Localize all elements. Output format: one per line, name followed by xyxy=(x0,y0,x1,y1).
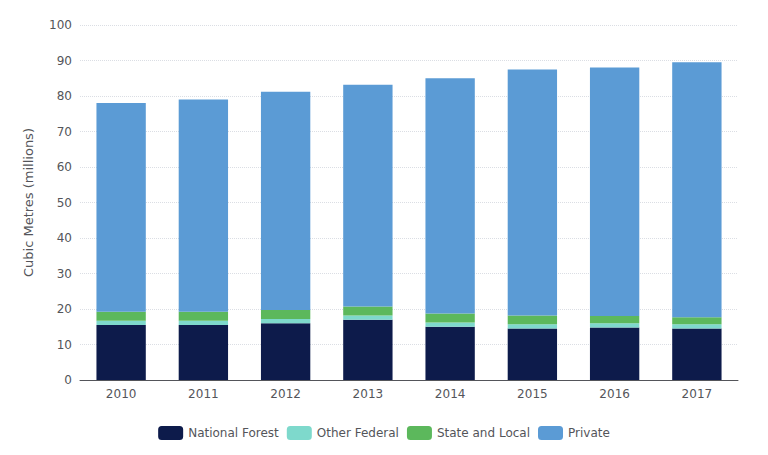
svg-text:10: 10 xyxy=(57,338,72,352)
svg-text:National Forest: National Forest xyxy=(188,426,279,440)
svg-text:60: 60 xyxy=(57,160,72,174)
svg-text:100: 100 xyxy=(49,18,72,32)
svg-text:50: 50 xyxy=(57,196,72,210)
svg-text:2014: 2014 xyxy=(435,387,466,401)
svg-text:2010: 2010 xyxy=(106,387,137,401)
svg-text:2016: 2016 xyxy=(599,387,630,401)
svg-text:Private: Private xyxy=(568,426,610,440)
svg-text:2017: 2017 xyxy=(682,387,713,401)
svg-text:30: 30 xyxy=(57,267,72,281)
svg-text:20: 20 xyxy=(57,302,72,316)
svg-text:Cubic Metres (millions): Cubic Metres (millions) xyxy=(21,128,36,277)
svg-text:2013: 2013 xyxy=(353,387,384,401)
svg-text:0: 0 xyxy=(64,373,72,387)
svg-text:80: 80 xyxy=(57,89,72,103)
svg-text:70: 70 xyxy=(57,125,72,139)
svg-text:2015: 2015 xyxy=(517,387,548,401)
svg-text:State and Local: State and Local xyxy=(437,426,530,440)
svg-text:90: 90 xyxy=(57,54,72,68)
svg-text:2012: 2012 xyxy=(270,387,301,401)
svg-text:Other Federal: Other Federal xyxy=(317,426,399,440)
svg-text:40: 40 xyxy=(57,231,72,245)
svg-text:2011: 2011 xyxy=(188,387,219,401)
